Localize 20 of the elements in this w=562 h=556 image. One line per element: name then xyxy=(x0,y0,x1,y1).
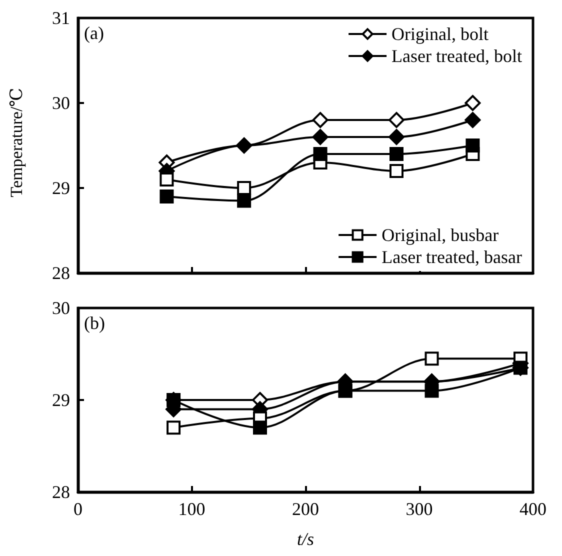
y-tick-label: 29 xyxy=(52,390,70,410)
y-tick-label: 30 xyxy=(52,298,70,318)
x-tick-label: 300 xyxy=(406,499,433,519)
legend-label: Original, bolt xyxy=(392,24,489,44)
legend-label: Original, busbar xyxy=(382,225,499,245)
x-axis-title: t/s xyxy=(296,529,314,549)
legend-label: Laser treated, basar xyxy=(382,247,522,267)
x-tick-label: 200 xyxy=(292,499,319,519)
y-tick-label: 29 xyxy=(52,178,70,198)
y-tick-label: 28 xyxy=(52,263,70,283)
y-tick-label: 28 xyxy=(52,482,70,502)
x-tick-label: 400 xyxy=(520,499,546,519)
x-tick-label: 0 xyxy=(74,499,82,519)
x-tick-label: 100 xyxy=(178,499,206,519)
annotation: (b) xyxy=(84,313,105,333)
y-tick-label: 31 xyxy=(52,8,70,28)
y-axis-title: Temperature/℃ xyxy=(7,88,26,198)
legend-label: Laser treated, bolt xyxy=(392,46,522,66)
annotation: (a) xyxy=(84,23,104,43)
y-tick-label: 30 xyxy=(52,93,70,113)
